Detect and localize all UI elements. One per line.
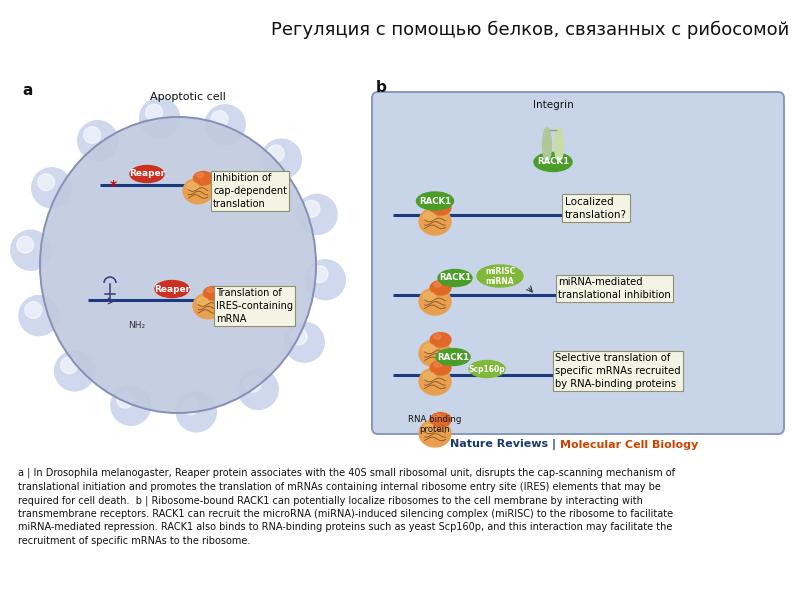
Text: miRISC: miRISC (485, 267, 515, 275)
Text: miRNA-mediated
translational inhibition: miRNA-mediated translational inhibition (558, 277, 671, 300)
Text: Scp160p: Scp160p (468, 365, 505, 374)
FancyBboxPatch shape (372, 92, 784, 434)
Ellipse shape (430, 201, 451, 215)
Ellipse shape (434, 282, 441, 287)
Circle shape (11, 230, 51, 270)
Ellipse shape (419, 368, 451, 395)
Circle shape (38, 174, 55, 190)
Ellipse shape (40, 117, 316, 413)
Ellipse shape (130, 165, 164, 183)
Circle shape (83, 127, 101, 143)
Text: Localized
translation?: Localized translation? (565, 197, 627, 220)
Text: RACK1: RACK1 (537, 158, 569, 167)
Text: Molecular Cell Biology: Molecular Cell Biology (560, 440, 698, 450)
Ellipse shape (438, 270, 472, 287)
Text: *: * (110, 179, 117, 193)
Ellipse shape (423, 292, 435, 301)
Ellipse shape (197, 298, 208, 306)
Circle shape (183, 398, 199, 415)
Ellipse shape (534, 152, 572, 171)
Ellipse shape (469, 361, 505, 377)
Circle shape (111, 386, 151, 425)
Ellipse shape (193, 293, 223, 319)
Ellipse shape (187, 183, 198, 190)
Circle shape (145, 104, 163, 121)
Text: Integrin: Integrin (533, 100, 573, 110)
Text: RNA binding
protein: RNA binding protein (408, 415, 461, 434)
Circle shape (55, 351, 94, 391)
Text: Inhibition of
cap-dependent
translation: Inhibition of cap-dependent translation (213, 173, 287, 209)
Ellipse shape (417, 192, 453, 210)
Circle shape (311, 266, 328, 283)
Ellipse shape (419, 420, 451, 447)
Ellipse shape (423, 424, 435, 433)
Circle shape (245, 375, 261, 392)
Circle shape (291, 328, 307, 345)
Text: Reaper: Reaper (129, 170, 165, 178)
Ellipse shape (430, 412, 451, 427)
Ellipse shape (434, 202, 441, 207)
Ellipse shape (434, 334, 441, 339)
Circle shape (238, 369, 278, 409)
Circle shape (303, 201, 320, 217)
Ellipse shape (477, 265, 523, 287)
Ellipse shape (430, 333, 451, 347)
Text: a: a (22, 83, 33, 98)
Text: Регуляция с помощью белков, связанных с рибосомой: Регуляция с помощью белков, связанных с … (271, 21, 789, 39)
Ellipse shape (554, 129, 564, 161)
Ellipse shape (423, 212, 435, 221)
Text: Selective translation of
specific mRNAs recruited
by RNA-binding proteins: Selective translation of specific mRNAs … (555, 353, 680, 389)
Text: RACK1: RACK1 (439, 274, 471, 283)
Ellipse shape (436, 349, 470, 365)
Circle shape (305, 260, 345, 300)
Circle shape (78, 121, 118, 161)
Ellipse shape (207, 288, 214, 293)
Text: RACK1: RACK1 (437, 352, 469, 362)
Ellipse shape (183, 178, 213, 203)
Circle shape (268, 145, 284, 162)
Ellipse shape (419, 208, 451, 235)
Ellipse shape (434, 414, 441, 419)
Text: b: b (376, 80, 387, 95)
Circle shape (32, 168, 71, 208)
Circle shape (140, 98, 179, 138)
Ellipse shape (419, 288, 451, 315)
Circle shape (117, 392, 133, 408)
Ellipse shape (434, 362, 441, 367)
Circle shape (297, 195, 337, 234)
Text: Nature Reviews |: Nature Reviews | (450, 440, 560, 450)
Ellipse shape (155, 280, 189, 298)
Text: NH₂: NH₂ (128, 321, 145, 330)
Text: Reaper: Reaper (154, 284, 190, 293)
Ellipse shape (419, 340, 451, 367)
Ellipse shape (430, 361, 451, 375)
Circle shape (60, 357, 78, 374)
Text: Apoptotic cell: Apoptotic cell (150, 92, 226, 102)
Ellipse shape (544, 128, 550, 138)
Text: Translation of
IRES-containing
mRNA: Translation of IRES-containing mRNA (216, 288, 293, 324)
Circle shape (19, 296, 59, 336)
Circle shape (284, 322, 324, 362)
Ellipse shape (430, 281, 451, 295)
Circle shape (211, 111, 228, 127)
Text: a | In Drosophila melanogaster, Reaper protein associates with the 40S small rib: a | In Drosophila melanogaster, Reaper p… (18, 468, 675, 546)
Ellipse shape (556, 128, 562, 138)
Ellipse shape (194, 171, 213, 185)
Circle shape (261, 139, 302, 179)
Circle shape (17, 236, 33, 253)
Ellipse shape (423, 372, 435, 381)
Circle shape (25, 302, 42, 318)
Text: RACK1: RACK1 (419, 196, 451, 205)
Ellipse shape (542, 129, 552, 161)
Ellipse shape (203, 287, 223, 300)
Circle shape (205, 105, 245, 145)
Ellipse shape (423, 344, 435, 353)
Ellipse shape (197, 173, 203, 178)
Circle shape (176, 392, 216, 432)
Text: miRNA: miRNA (486, 277, 515, 287)
